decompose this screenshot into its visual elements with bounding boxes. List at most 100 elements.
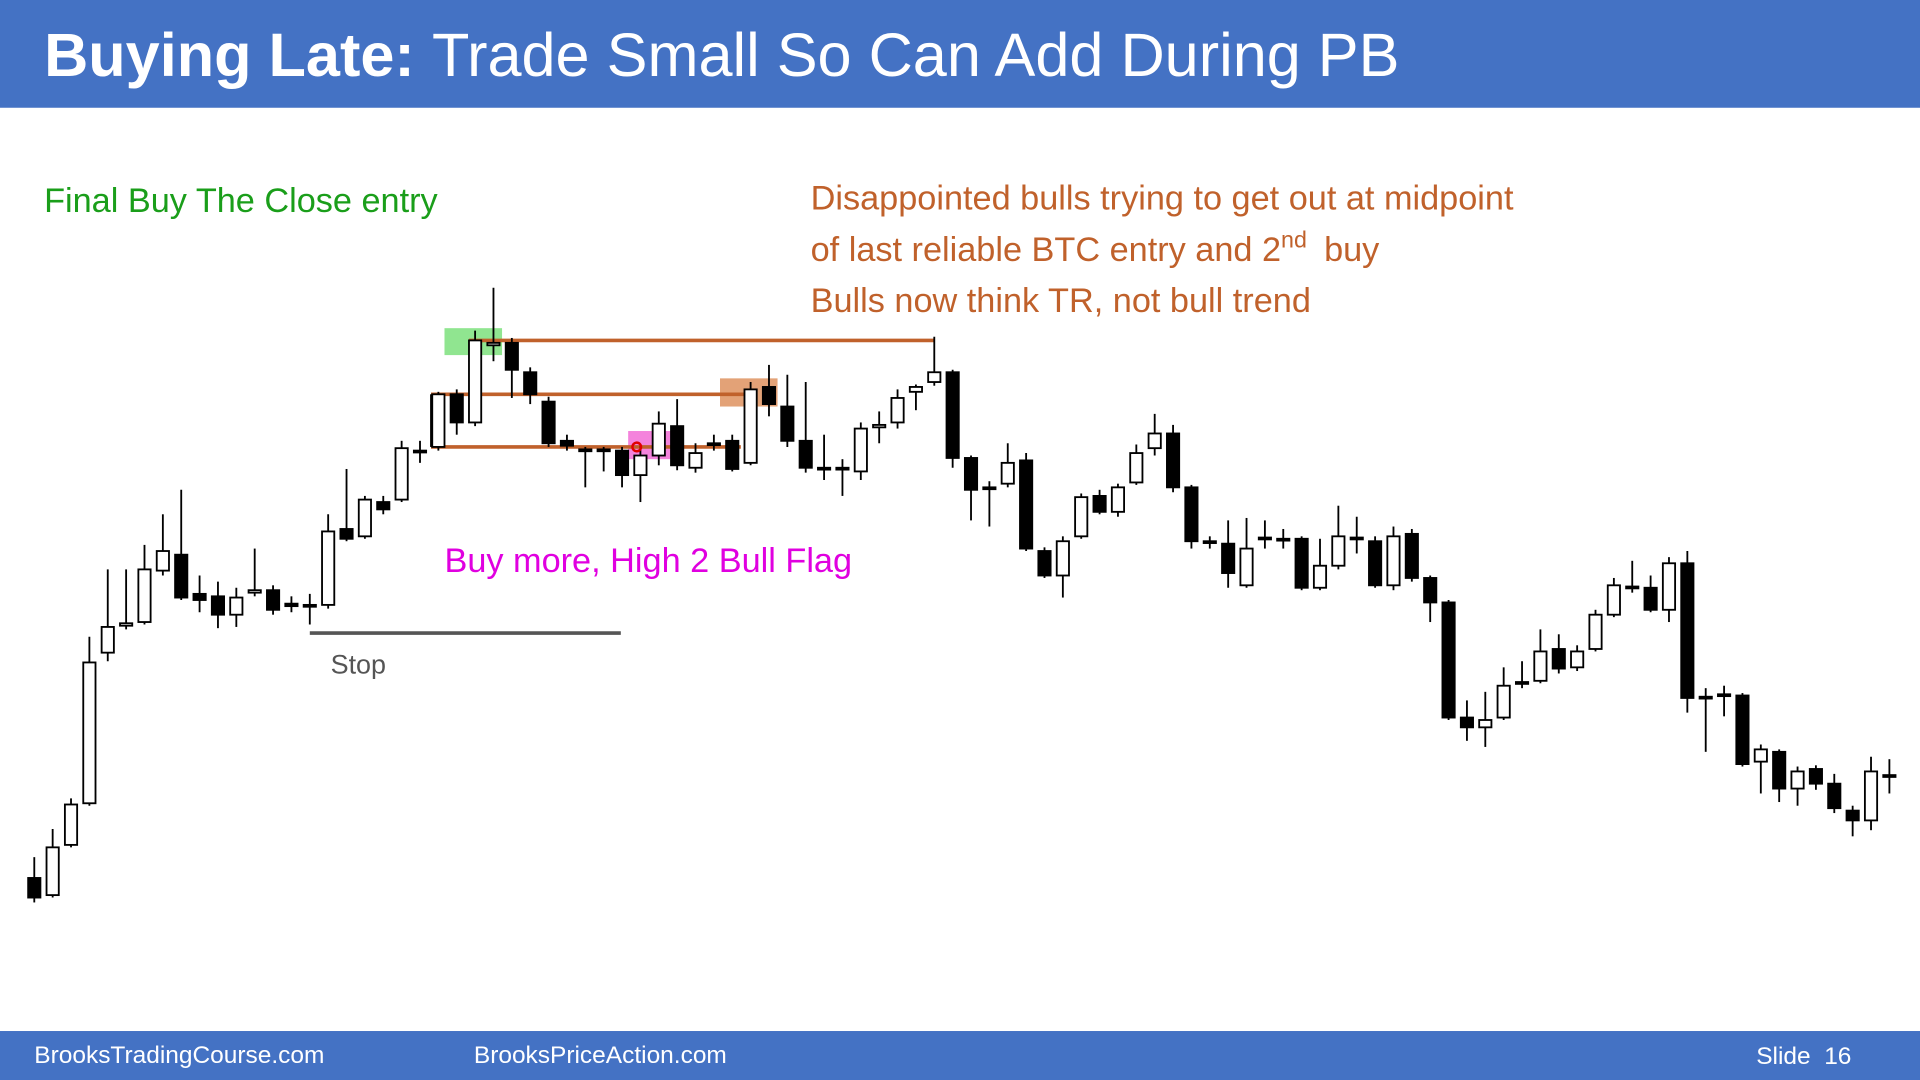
candle-body bbox=[596, 448, 611, 453]
annotation-part: buy bbox=[1324, 231, 1380, 269]
candle-body bbox=[743, 388, 758, 464]
candle-body bbox=[1221, 542, 1236, 574]
candle-body bbox=[1496, 684, 1511, 719]
candle-body bbox=[908, 386, 923, 393]
candle-body bbox=[927, 371, 942, 383]
candle-body bbox=[431, 393, 446, 448]
candle-body bbox=[780, 405, 795, 442]
candle-body bbox=[1441, 601, 1456, 719]
candle-body bbox=[302, 603, 317, 608]
candle-body bbox=[541, 400, 556, 445]
candle-body bbox=[284, 602, 299, 608]
annotation: Bulls now think TR, not bull trend bbox=[811, 282, 1311, 320]
candle-body bbox=[1827, 782, 1842, 810]
candle-body bbox=[63, 803, 79, 846]
candle-body bbox=[229, 596, 244, 616]
candle-body bbox=[1404, 532, 1419, 579]
candle-body bbox=[45, 846, 60, 897]
candle-body bbox=[27, 877, 42, 899]
candle-body bbox=[412, 449, 428, 454]
annotation: Stop bbox=[331, 649, 386, 679]
candle-body bbox=[559, 439, 574, 447]
candle-body bbox=[633, 454, 648, 477]
candle-body bbox=[119, 622, 134, 627]
candle-body bbox=[853, 427, 868, 473]
candle-body bbox=[1202, 540, 1217, 544]
candle-body bbox=[449, 393, 464, 424]
candle-body bbox=[155, 550, 170, 572]
candle-body bbox=[1386, 535, 1401, 587]
candle-body bbox=[817, 466, 832, 471]
candle-body bbox=[1055, 540, 1070, 577]
candle-body bbox=[1331, 535, 1346, 567]
candle-body bbox=[1019, 459, 1034, 550]
candle-body bbox=[1882, 774, 1897, 778]
candle-body bbox=[1037, 550, 1052, 577]
candle-body bbox=[266, 589, 281, 611]
candle-body bbox=[1110, 486, 1125, 513]
candle-body bbox=[321, 530, 336, 606]
candle-body bbox=[1092, 495, 1107, 513]
slide-number: Slide 16 bbox=[1756, 1043, 1851, 1070]
candle-body bbox=[688, 452, 703, 469]
candle-body bbox=[339, 528, 354, 540]
candle-body bbox=[1680, 562, 1695, 699]
candle-body bbox=[1349, 536, 1364, 541]
candle-body bbox=[1533, 650, 1548, 682]
candle-body bbox=[247, 589, 262, 594]
candle-body bbox=[706, 442, 721, 447]
superscript: nd bbox=[1281, 226, 1307, 252]
candle-body bbox=[890, 397, 905, 424]
candle-body bbox=[100, 626, 115, 654]
candle-body bbox=[761, 386, 777, 405]
candle-body bbox=[1845, 809, 1860, 822]
entry-dot bbox=[631, 441, 643, 453]
candle-body bbox=[1772, 750, 1787, 790]
candle-body bbox=[651, 422, 666, 457]
candle-body bbox=[1717, 693, 1732, 698]
annotation: Final Buy The Close entry bbox=[44, 182, 438, 220]
candle-body bbox=[486, 341, 501, 347]
candle-body bbox=[615, 449, 630, 477]
candle-body bbox=[670, 425, 685, 467]
candle-body bbox=[1735, 694, 1750, 765]
slide-title: Buying Late: Trade Small So Can Add Durin… bbox=[44, 21, 1399, 89]
candle-body bbox=[1184, 486, 1199, 543]
candle-body bbox=[1276, 537, 1291, 542]
candle-body bbox=[835, 466, 850, 471]
candle-body bbox=[376, 501, 391, 511]
candle-body bbox=[798, 439, 813, 469]
candle-body bbox=[872, 423, 887, 429]
candle-body bbox=[1459, 716, 1474, 729]
candle-body bbox=[1147, 432, 1162, 450]
candle-body bbox=[504, 341, 519, 371]
candle-body bbox=[1129, 452, 1144, 484]
candle-body bbox=[1698, 695, 1713, 700]
candles bbox=[27, 287, 1897, 903]
candle-body bbox=[1588, 613, 1603, 650]
candle-body bbox=[1074, 496, 1089, 538]
candle-body bbox=[1257, 536, 1272, 541]
title-rest: Trade Small So Can Add During PB bbox=[432, 21, 1400, 89]
candle-body bbox=[1753, 748, 1768, 763]
candle-body bbox=[210, 595, 225, 616]
candle-body bbox=[1000, 461, 1015, 485]
candle-body bbox=[357, 498, 372, 538]
candle-body bbox=[1606, 584, 1621, 616]
candle-body bbox=[982, 486, 997, 491]
candle-body bbox=[394, 447, 409, 501]
candle-body bbox=[1863, 770, 1879, 822]
candle-body bbox=[1661, 562, 1677, 611]
candle-body bbox=[945, 371, 960, 459]
candle-body bbox=[578, 448, 593, 453]
candle-body bbox=[1312, 564, 1328, 589]
title-bold: Buying Late: bbox=[44, 21, 415, 89]
candle-body bbox=[174, 553, 189, 599]
annotation: Buy more, High 2 Bull Flag bbox=[444, 542, 852, 580]
candle-body bbox=[1808, 768, 1823, 785]
candle-body bbox=[1790, 770, 1805, 790]
candle-body bbox=[468, 339, 483, 424]
candle-body bbox=[1551, 648, 1566, 670]
candle-body bbox=[192, 592, 207, 601]
